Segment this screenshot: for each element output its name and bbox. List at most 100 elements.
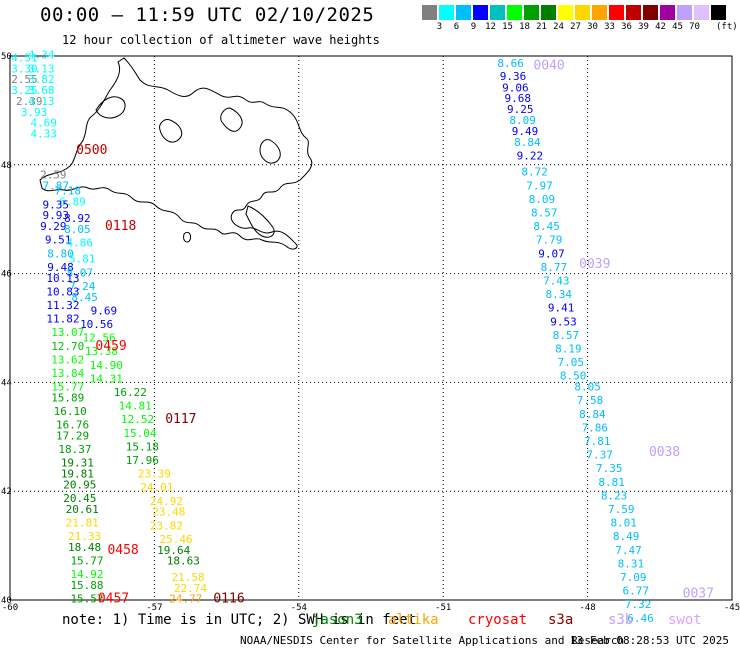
wave-height-value: 14.92 [70,568,103,581]
wave-height-value: 7.35 [596,462,623,475]
legend-swatch [711,5,726,20]
wave-height-value: 15.89 [51,391,84,404]
altimeter-tracks: 8.669.369.069.689.258.099.498.849.220040… [11,49,714,625]
wave-height-value: 11.82 [46,313,79,326]
wave-height-value: 9.51 [45,234,72,247]
wave-height-value: 8.81 [598,476,625,489]
wave-height-value: 18.48 [68,541,101,554]
altimeter-track: 8.727.978.098.578.457.799.078.777.438.34… [521,166,610,383]
coastline-avalon [245,205,275,238]
wave-height-value: 13.84 [51,367,84,380]
wave-height-value: 15.77 [51,381,84,394]
wave-height-value: 2.59 [40,168,67,181]
wave-height-value: 10.56 [80,318,113,331]
legend-swatch [507,5,522,20]
wave-height-value: 13.62 [51,353,84,366]
legend-swatch [456,5,471,20]
wave-height-value: 6.46 [627,612,654,625]
wave-height-value: 8.05 [64,223,91,236]
legend-swatch [660,5,675,20]
satellite-name: cryosat [468,612,528,628]
wave-height-value: 7.59 [608,503,635,516]
wave-height-value: 7.32 [625,598,652,611]
wave-height-value: 19.81 [61,468,94,481]
lat-tick-label: 44 [1,378,12,388]
legend-label: 45 [672,22,683,32]
wave-height-value: 7.58 [577,394,604,407]
altimeter-track: 8.669.369.069.689.258.099.498.849.22 0040 [497,57,564,162]
wave-height-value: 4.51 [11,51,38,64]
legend-swatch [439,5,454,20]
wave-height-value: 14.81 [119,400,152,413]
coastline-bay-1 [220,107,243,132]
lat-tick-label: 48 [1,161,12,171]
track-time-label: 0116 [213,592,244,607]
legend-label: 70 [689,22,700,32]
wave-height-value: 7.18 [55,185,82,198]
wave-height-value: 23.48 [152,506,185,519]
note-text: note: 1) Time is in UTC; 2) SWH is in fe… [62,612,417,628]
wave-height-value: 24.01 [140,481,173,494]
wave-height-value: 7.47 [615,544,642,557]
legend-swatch [626,5,641,20]
coastline-bay-3 [259,139,281,164]
legend-swatch [422,5,437,20]
legend-swatch [558,5,573,20]
legend-swatch [524,5,539,20]
wave-height-value: 10.83 [46,285,79,298]
wave-height-value: 25.46 [159,533,192,546]
satellite-name: s3a [548,612,574,628]
legend-swatch [575,5,590,20]
wave-height-value: 3.13 [28,62,55,75]
legend-label: 18 [519,22,530,32]
wave-height-value: 3.82 [28,73,55,86]
wave-height-value: 16.10 [54,405,87,418]
legend-label: 12 [485,22,496,32]
wave-height-value: 7.05 [558,356,585,369]
wave-height-value: 8.34 [545,288,572,301]
wave-height-value: 8.72 [521,166,548,179]
wave-height-value: 23.82 [150,519,183,532]
wave-height-value: 9.07 [538,247,565,260]
coastline-main [39,57,313,250]
wave-height-value: 4.33 [30,128,57,141]
coastline-northern-peninsula [95,96,126,119]
wave-height-value: 19.64 [157,544,190,557]
satellite-name: s3b [608,612,634,628]
legend-swatch [490,5,505,20]
track-time-label: 0458 [107,543,138,558]
lat-tick-label: 42 [1,487,12,497]
lon-tick-label: -54 [291,603,307,613]
legend-label: 21 [536,22,547,32]
wave-height-value: 15.04 [123,427,156,440]
wave-height-value: 23.39 [138,468,171,481]
wave-height-value: 21.81 [66,517,99,530]
track-time-label: 0118 [105,219,136,234]
wave-height-value: 8.57 [553,329,580,342]
wave-height-value: 9.25 [507,103,534,116]
wave-height-value: 7.97 [526,179,553,192]
wave-height-value: 21.33 [68,530,101,543]
wave-height-value: 9.29 [40,220,67,233]
wave-height-value: 13.07 [51,326,84,339]
wave-height-value: 8.23 [601,489,628,502]
wave-height-value: 2.55 [11,73,38,86]
lon-tick-label: -51 [435,603,451,613]
legend-swatch [609,5,624,20]
wave-height-value: 6.89 [59,196,86,209]
wave-height-value: 18.63 [167,555,200,568]
satellite-name: swot [668,612,702,628]
legend-unit: (ft) [716,22,738,32]
wave-height-value: 9.36 [500,70,527,83]
wave-height-value: 20.95 [63,478,96,491]
wave-height-value: 7.87 [42,179,69,192]
legend-swatch [677,5,692,20]
track-time-label: 0040 [533,59,564,74]
wave-height-value: 19.31 [61,457,94,470]
legend-label: 3 [436,22,443,32]
track-time-label: 0038 [649,445,680,460]
map-subtitle: 12 hour collection of altimeter wave hei… [62,33,380,47]
wave-height-value: 8.49 [613,530,640,543]
legend-label: 42 [655,22,666,32]
coastline-bay-2 [159,119,183,143]
